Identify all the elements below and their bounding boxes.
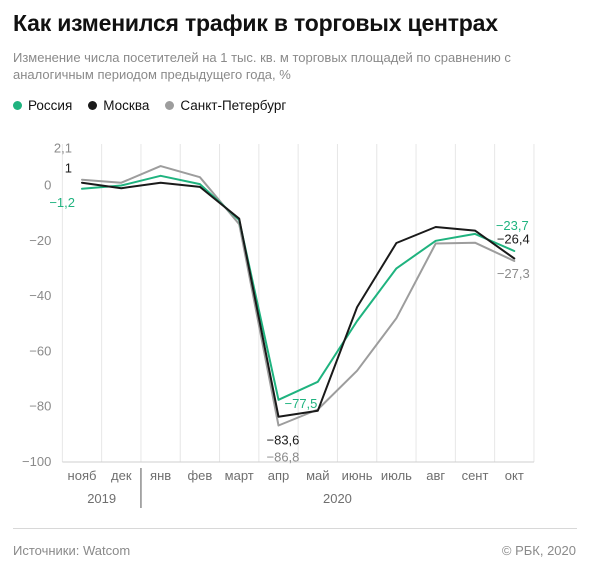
legend-dot-icon: [13, 101, 22, 110]
series-line: [81, 181, 516, 418]
x-tick-label: фев: [187, 468, 212, 483]
series-line: [81, 174, 516, 401]
x-tick-label: нояб: [68, 468, 97, 483]
data-label: 2,1: [54, 141, 72, 156]
legend-item-moscow: Москва: [88, 98, 149, 113]
copyright-note: © РБК, 2020: [501, 543, 576, 558]
data-label: −83,6: [267, 433, 300, 448]
legend-label: Москва: [103, 98, 150, 113]
legend-dot-icon: [88, 101, 98, 110]
y-tick-label: 0: [44, 177, 51, 192]
legend-item-russia: Россия: [13, 98, 72, 113]
chart-title: Как изменился трафик в торговых центрах: [13, 10, 498, 36]
footer-divider: [13, 528, 577, 529]
data-label: −1,2: [49, 195, 75, 210]
chart-legend: Россия Москва Санкт-Петербург: [13, 98, 286, 113]
series-line: [81, 165, 516, 427]
data-label: −23,7: [496, 218, 529, 233]
data-label: −26,4: [497, 231, 530, 246]
x-tick-label: март: [225, 468, 254, 483]
y-tick-label: −80: [29, 399, 51, 414]
y-tick-label: −60: [29, 343, 51, 358]
data-label: −77,5: [285, 396, 318, 411]
x-tick-label: дек: [111, 468, 132, 483]
x-tick-label: июнь: [342, 468, 373, 483]
x-tick-label: авг: [426, 468, 445, 483]
x-tick-label: май: [306, 468, 329, 483]
y-tick-label: −20: [29, 233, 51, 248]
x-tick-label: апр: [268, 468, 290, 483]
x-tick-label: окт: [505, 468, 524, 483]
data-label: −86,8: [267, 449, 300, 464]
y-tick-label: −100: [22, 454, 51, 469]
legend-dot-icon: [165, 101, 175, 110]
legend-item-spb: Санкт-Петербург: [165, 98, 286, 113]
y-tick-label: −40: [29, 288, 51, 303]
source-note: Источники: Watcom: [13, 543, 131, 558]
x-tick-label: июль: [381, 468, 412, 483]
year-label: 2019: [87, 491, 116, 506]
data-label: 1: [65, 161, 72, 176]
chart-subtitle: Изменение числа посетителей на 1 тыс. кв…: [13, 50, 511, 82]
line-chart: 0 −20 −40 −60 −80 −100 нояб дек янв фев март апр май…: [22, 141, 535, 508]
x-tick-label: янв: [150, 468, 171, 483]
legend-label: Санкт-Петербург: [180, 98, 287, 113]
legend-label: Россия: [28, 98, 73, 113]
x-tick-label: сент: [462, 468, 489, 483]
data-label: −27,3: [497, 266, 530, 281]
year-label: 2020: [323, 491, 352, 506]
